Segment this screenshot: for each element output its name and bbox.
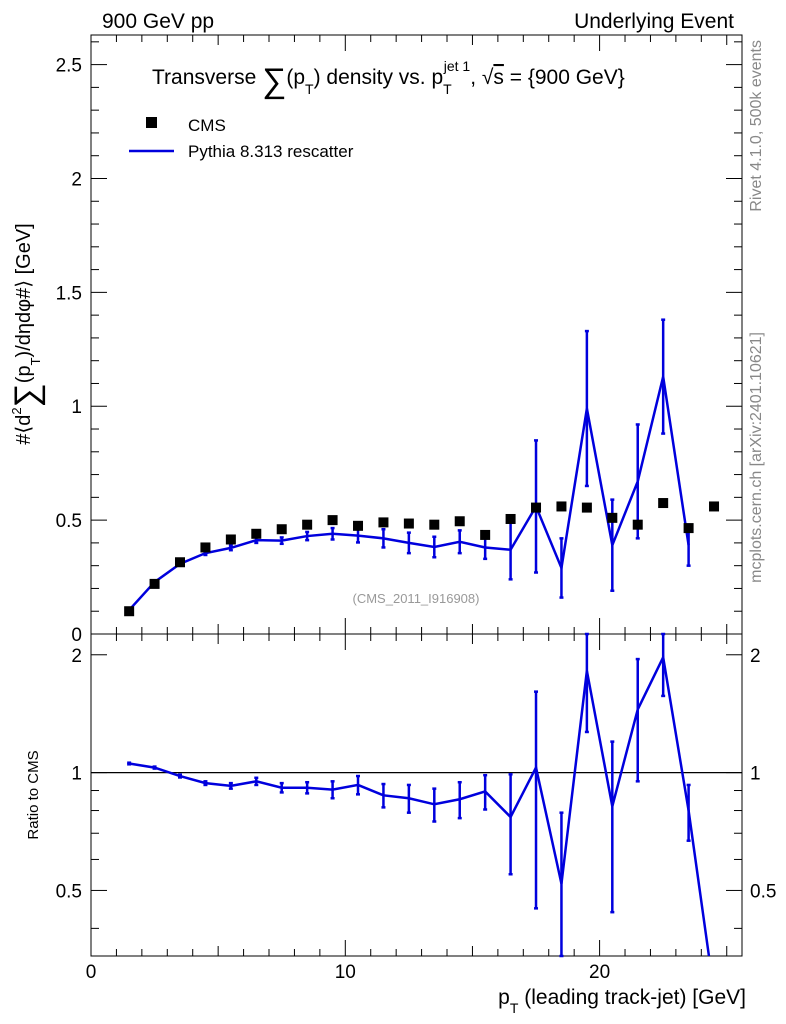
ratio-y-axis-label: Ratio to CMS — [25, 750, 42, 839]
y-tick-label-ratio-left: 1 — [71, 764, 82, 785]
title-text-5: = {900 GeV} — [504, 66, 625, 89]
cms-data-point — [709, 501, 720, 512]
cms-data-point — [531, 502, 542, 513]
header-collision-label: 900 GeV pp — [102, 10, 214, 33]
analysis-watermark: (CMS_2011_I916908) — [353, 591, 480, 606]
cms-data-point — [251, 528, 262, 539]
header-analysis-label: Underlying Event — [574, 10, 734, 33]
y-tick-label-main: 0.5 — [56, 511, 82, 532]
pythia-ratio-series — [127, 632, 711, 958]
y-tick-label-ratio-left: 0.5 — [56, 881, 82, 902]
cms-data-point — [607, 512, 618, 523]
cms-data-point — [480, 529, 491, 540]
legend-label-pythia: Pythia 8.313 rescatter — [188, 142, 354, 161]
y-tick-label-ratio-right: 2 — [750, 646, 761, 667]
rivet-version-label: Rivet 4.1.0, 500k events — [748, 40, 765, 212]
y-tick-label-main: 0 — [71, 625, 82, 646]
cms-data-point — [124, 606, 135, 617]
title-sum-symbol: ∑ — [262, 62, 286, 100]
cms-data-point — [683, 523, 694, 534]
pythia-series-main — [127, 318, 691, 613]
chart-title: Transverse ∑(pT) density vs. pTjet 1, √s… — [152, 58, 625, 100]
ratio-plot-frame — [90, 633, 743, 957]
ylabel-part-c: )/dηdφ#⟩ [GeV] — [13, 223, 35, 357]
y-tick-label-main: 1 — [71, 397, 82, 418]
cms-data-point — [149, 578, 160, 589]
title-text-4: , — [470, 66, 482, 89]
y-tick-label-ratio-left: 2 — [71, 646, 82, 667]
cms-data-points — [124, 498, 720, 617]
cms-data-point — [175, 557, 186, 568]
cms-data-point — [403, 518, 414, 529]
title-text-3: ) density vs. p — [314, 66, 444, 89]
cms-data-point — [429, 519, 440, 530]
y-tick-label-main: 2 — [71, 169, 82, 190]
cms-data-point — [276, 524, 287, 535]
mcplots-source-label: mcplots.cern.ch [arXiv:2401.10621] — [748, 332, 765, 583]
title-text-2: (p — [286, 66, 305, 89]
cms-data-point — [505, 513, 516, 524]
title-s: s — [493, 66, 504, 89]
cms-data-point — [327, 515, 338, 526]
pythia-line — [128, 376, 690, 611]
cms-data-point — [556, 501, 567, 512]
title-superscript-jet: jet 1 — [443, 58, 471, 74]
x-tick-label: 10 — [335, 962, 356, 983]
legend-marker-cms — [146, 117, 157, 128]
ylabel-sum-symbol: ∑ — [8, 383, 46, 407]
ylabel-part-b: (p — [13, 365, 35, 383]
cms-data-point — [454, 516, 465, 527]
xlabel-subscript-t: T — [510, 1000, 519, 1016]
title-subscript-t: T — [305, 81, 314, 97]
main-axis-ticks: 0 0.5 1 1.5 2 2.5 — [56, 35, 742, 646]
ylabel-subscript-t: T — [28, 357, 43, 365]
cms-data-point — [581, 502, 592, 513]
title-sqrt-symbol: √ — [482, 66, 494, 89]
title-text-1: Transverse — [152, 66, 262, 89]
main-y-axis-label: #⟨d2∑(pT)/dηdφ#⟩ [GeV] — [8, 223, 46, 444]
xlabel-p: p — [498, 986, 510, 1009]
legend: CMS Pythia 8.313 rescatter — [129, 116, 354, 161]
cms-data-point — [378, 517, 389, 528]
cms-data-point — [353, 520, 364, 531]
cms-data-point — [632, 519, 643, 530]
cms-data-point — [302, 519, 313, 530]
x-axis-label: pT (leading track-jet) [GeV] — [498, 986, 746, 1016]
x-tick-label: 0 — [86, 962, 97, 983]
y-tick-label-main: 1.5 — [56, 283, 82, 304]
y-tick-label-ratio-right: 0.5 — [750, 881, 776, 902]
ratio-axis-ticks: 0 10 20 0.5 0.5 1 1 2 2 — [56, 634, 776, 983]
x-tick-label: 20 — [589, 962, 610, 983]
ratio-line — [128, 653, 711, 957]
ylabel-part-a: #⟨d — [13, 415, 35, 445]
cms-data-point — [200, 542, 211, 553]
title-subscript-t2: T — [443, 81, 452, 97]
legend-label-cms: CMS — [188, 116, 226, 135]
cms-data-point — [658, 498, 669, 509]
ylabel-superscript-2: 2 — [9, 407, 24, 414]
xlabel-rest: (leading track-jet) [GeV] — [518, 986, 746, 1009]
cms-data-point — [225, 534, 236, 545]
y-tick-label-main: 2.5 — [56, 56, 82, 77]
y-tick-label-ratio-right: 1 — [750, 764, 761, 785]
